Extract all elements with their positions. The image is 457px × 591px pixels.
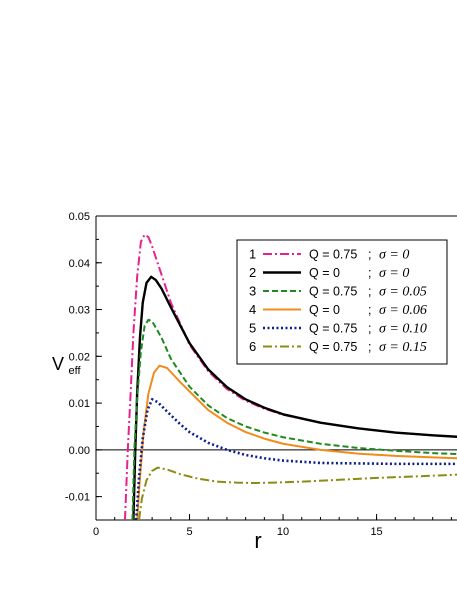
legend-sigma-label: σ = 0.10 — [379, 322, 427, 337]
x-tick-label: 15 — [370, 526, 382, 538]
legend-item-1: 1 Q = 0.75; σ = 0 — [249, 247, 409, 263]
legend-separator: ; — [368, 248, 371, 262]
legend-sigma-label: σ = 0.05 — [379, 285, 427, 300]
legend-separator: ; — [368, 322, 371, 336]
legend-item-2: 2 Q = 0; σ = 0 — [249, 265, 409, 281]
legend-number: 5 — [249, 321, 256, 336]
legend-sigma-label: σ = 0 — [379, 248, 409, 263]
legend-item-5: 5 Q = 0.75; σ = 0.10 — [249, 321, 427, 337]
y-tick-label: 0.05 — [69, 211, 90, 223]
legend-q-label: Q = 0 — [309, 303, 340, 317]
y-tick-label: 0.00 — [69, 445, 90, 457]
legend-number: 1 — [249, 247, 256, 262]
y-axis-title-main: V — [52, 354, 64, 374]
y-axis-title-subscript: eff — [68, 365, 81, 377]
legend-sigma-label: σ = 0.06 — [379, 303, 427, 318]
series-line-4 — [136, 364, 457, 520]
legend-q-label: Q = 0.75 — [309, 248, 357, 262]
y-tick-label: -0.01 — [65, 492, 90, 504]
legend-q-label: Q = 0 — [309, 266, 340, 280]
legend-separator: ; — [368, 340, 371, 354]
legend: 1 Q = 0.75; σ = 0 2 Q = 0; σ = 0 3 Q = 0.75; σ =… — [236, 239, 448, 365]
x-axis-title: r — [254, 528, 261, 553]
legend-number: 6 — [249, 339, 256, 354]
x-tick-label: 10 — [277, 526, 289, 538]
series-line-5 — [134, 398, 457, 520]
legend-sigma-label: σ = 0.15 — [379, 340, 427, 355]
series-line-6 — [138, 466, 457, 520]
legend-q-label: Q = 0.75 — [309, 340, 357, 354]
legend-q-label: Q = 0.75 — [309, 322, 357, 336]
x-tick-label: 5 — [186, 526, 192, 538]
legend-sigma-label: σ = 0 — [379, 266, 409, 281]
series-line-2 — [132, 275, 457, 520]
x-tick-label: 0 — [93, 526, 99, 538]
series-line-3 — [131, 318, 457, 520]
legend-separator: ; — [368, 266, 371, 280]
y-axis-title: V eff — [52, 354, 81, 377]
y-tick-label: 0.04 — [69, 258, 90, 270]
series-layer — [123, 233, 457, 520]
legend-separator: ; — [368, 303, 371, 317]
legend-item-3: 3 Q = 0.75; σ = 0.05 — [249, 284, 427, 300]
legend-item-6: 6 Q = 0.75; σ = 0.15 — [249, 339, 427, 355]
legend-number: 4 — [249, 302, 256, 317]
axes: 0 5 10 15-0.010.000.010.020.030.040.05 — [65, 211, 457, 538]
legend-q-label: Q = 0.75 — [309, 285, 357, 299]
legend-separator: ; — [368, 285, 371, 299]
y-tick-label: 0.03 — [69, 305, 90, 317]
legend-number: 2 — [249, 265, 256, 280]
y-tick-label: 0.02 — [69, 351, 90, 363]
legend-box — [236, 239, 448, 365]
legend-item-4: 4 Q = 0; σ = 0.06 — [249, 302, 427, 318]
y-tick-label: 0.01 — [69, 398, 90, 410]
legend-number: 3 — [249, 284, 256, 299]
